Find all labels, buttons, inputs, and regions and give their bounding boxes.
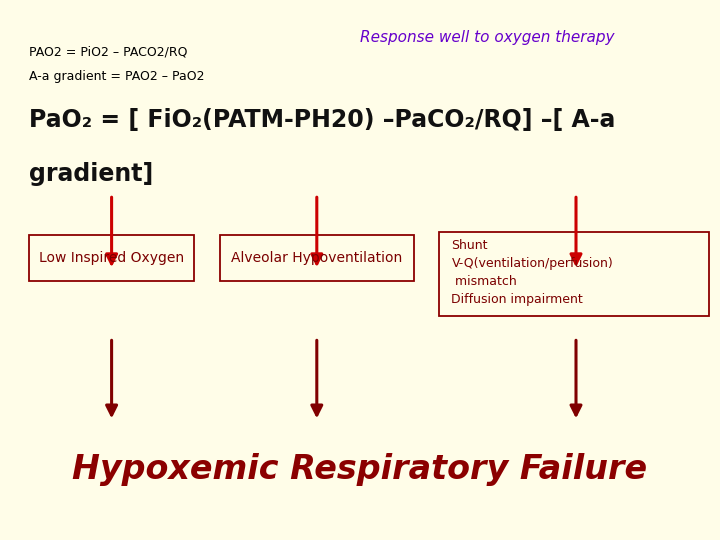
Text: Low Inspired Oxygen: Low Inspired Oxygen	[39, 251, 184, 265]
Text: PAO2 = PiO2 – PACO2/RQ: PAO2 = PiO2 – PACO2/RQ	[29, 46, 187, 59]
Text: Alveolar Hypoventilation: Alveolar Hypoventilation	[231, 251, 402, 265]
FancyBboxPatch shape	[439, 232, 709, 316]
FancyBboxPatch shape	[29, 235, 194, 281]
FancyBboxPatch shape	[220, 235, 414, 281]
Text: PaO₂ = [ FiO₂(PATM-PH20) –PaCO₂/RQ] –[ A-a: PaO₂ = [ FiO₂(PATM-PH20) –PaCO₂/RQ] –[ A…	[29, 108, 615, 132]
Text: A-a gradient = PAO2 – PaO2: A-a gradient = PAO2 – PaO2	[29, 70, 204, 83]
Text: Shunt
V-Q(ventilation/perfusion)
 mismatch
Diffusion impairment: Shunt V-Q(ventilation/perfusion) mismatc…	[451, 239, 613, 306]
Text: gradient]: gradient]	[29, 162, 153, 186]
Text: Hypoxemic Respiratory Failure: Hypoxemic Respiratory Failure	[73, 453, 647, 487]
Text: Response well to oxygen therapy: Response well to oxygen therapy	[360, 30, 614, 45]
